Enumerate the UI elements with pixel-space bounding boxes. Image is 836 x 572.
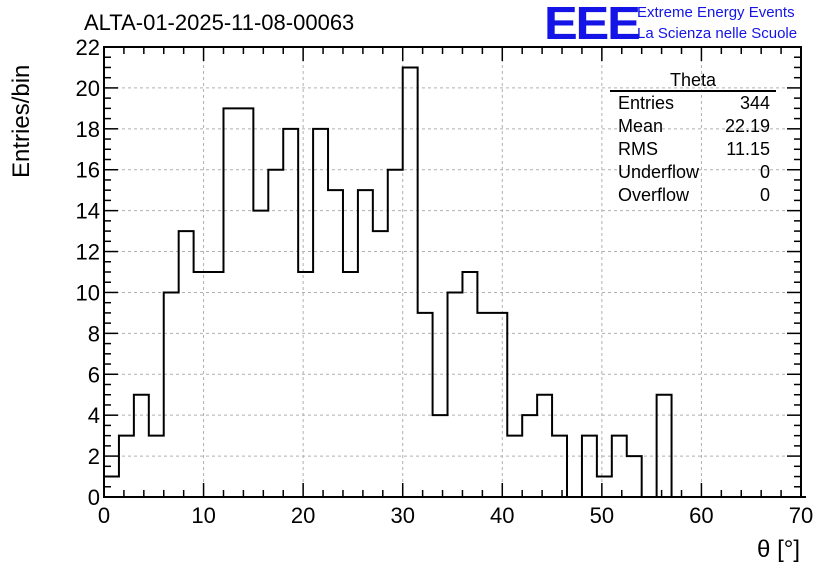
histogram-bin [283,129,298,497]
stats-box: Theta Entries 344 Mean 22.19 RMS 11.15 Unde… [610,70,776,207]
y-tick-label: 8 [88,321,100,346]
y-tick-label: 10 [76,280,100,305]
stats-label: RMS [618,139,658,159]
histogram-bin [164,292,179,497]
y-tick-labels: 0 2 4 6 8 10 12 14 16 18 20 22 [76,35,100,510]
y-tick-label: 6 [88,362,100,387]
y-tick-label: 0 [88,485,100,510]
stats-label: Mean [618,116,664,136]
x-tick-label: 50 [590,503,614,528]
grid-lines [104,47,801,497]
histogram-bin [149,436,164,497]
histogram-bin [537,395,552,497]
histogram-bin [403,67,418,497]
stats-row: Overflow 0 [610,184,776,207]
x-tick-label: 70 [789,503,813,528]
stats-label: Overflow [618,185,690,205]
histogram-bin [597,477,612,497]
stats-value: 22.19 [724,116,770,136]
y-tick-label: 16 [76,158,100,183]
stats-value: 0 [759,185,770,205]
x-tick-label: 0 [98,503,110,528]
x-tick-label: 60 [689,503,713,528]
y-tick-label: 12 [76,240,100,265]
histogram-bin [657,395,672,497]
histogram-bin [328,190,343,497]
histogram-bin [179,231,194,497]
histogram-bin [552,436,567,497]
histogram-bin [627,456,642,497]
histogram-bin [194,272,209,497]
stats-value: 344 [739,93,770,113]
histogram-bin [209,272,224,497]
stats-row: Underflow 0 [610,161,776,184]
histogram-bins [104,67,672,497]
histogram-bin [223,108,238,497]
x-tick-label: 20 [291,503,315,528]
histogram-bin [582,436,597,497]
stats-value: 0 [759,162,770,182]
eee-logo: EEE [544,0,641,49]
x-tick-label: 30 [390,503,414,528]
histogram-bin [418,313,433,497]
histogram-bin [448,292,463,497]
axis-ticks [103,46,802,498]
x-tick-label: 40 [490,503,514,528]
stats-label: Entries [618,93,675,113]
histogram-bin [298,272,313,497]
histogram-bin [343,272,358,497]
y-tick-label: 4 [88,403,100,428]
org-name-line2: La Scienza nelle Scuole [637,25,798,42]
x-tick-labels: 0 10 20 30 40 50 60 70 [98,503,813,528]
histogram-bin [358,190,373,497]
histogram-bin [507,436,522,497]
x-axis-label: θ [°] [757,536,800,563]
histogram-bin [462,272,477,497]
stats-row: RMS 11.15 [610,138,776,161]
histogram-bin [477,313,492,497]
histogram-bin [313,129,328,497]
org-name-line1: Extreme Energy Events [637,4,795,21]
histogram-bin [612,436,627,497]
y-axis-label: Entries/bin [8,64,35,178]
histogram-bin [373,231,388,497]
y-tick-label: 14 [76,199,100,224]
histogram-bin [119,436,134,497]
stats-row: Entries 344 [610,92,776,115]
y-tick-label: 20 [76,76,100,101]
x-tick-label: 10 [191,503,215,528]
stats-row: Mean 22.19 [610,115,776,138]
y-tick-label: 18 [76,117,100,142]
histogram-bin [134,395,149,497]
chart-title: ALTA-01-2025-11-08-00063 [84,10,355,35]
y-tick-label: 2 [88,444,100,469]
stats-label: Underflow [618,162,700,182]
histogram-bin [238,108,253,497]
histogram-bin [492,313,507,497]
stats-value: 11.15 [726,139,770,159]
y-tick-label: 22 [76,35,100,60]
stats-title: Theta [610,70,776,92]
histogram-bin [253,211,268,497]
